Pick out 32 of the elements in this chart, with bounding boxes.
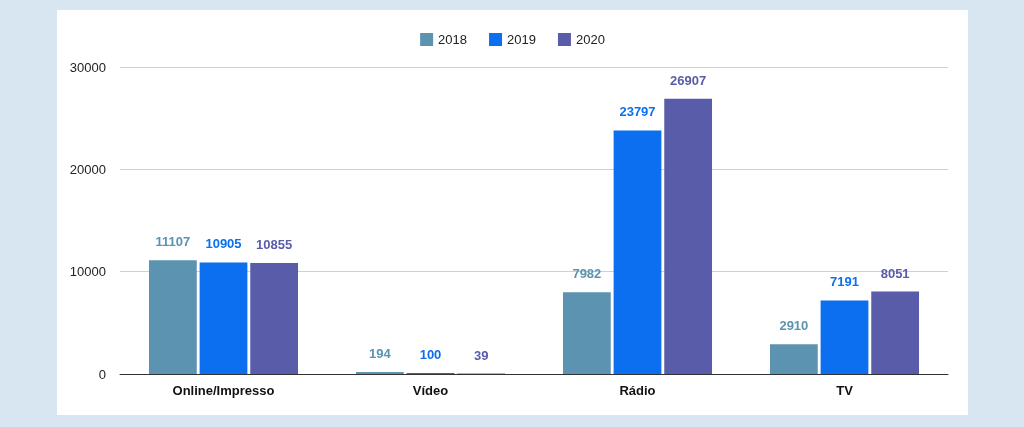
data-label: 39 [473, 347, 489, 363]
bar [199, 262, 248, 374]
bar [148, 260, 197, 374]
bar [562, 292, 611, 374]
bar [250, 262, 299, 374]
data-label: 11107 [155, 234, 191, 250]
data-label: 2910 [779, 318, 809, 334]
legend-label: 2018 [438, 32, 468, 47]
legend-label: 2020 [575, 32, 605, 47]
data-label: 8051 [880, 265, 910, 281]
data-label: 23797 [619, 104, 656, 120]
data-label: 194 [369, 346, 392, 362]
data-label: 10855 [256, 236, 293, 252]
x-tick-label: Online/Impresso [172, 383, 275, 398]
bar [664, 98, 713, 374]
y-tick-label: 0 [98, 366, 106, 382]
legend-label: 2019 [507, 32, 536, 47]
x-tick-label: TV [836, 383, 854, 398]
data-label: 7191 [830, 274, 859, 290]
bar [871, 291, 920, 374]
bar [613, 130, 662, 374]
y-tick-label: 30000 [69, 59, 106, 75]
y-tick-label: 10000 [69, 264, 106, 280]
bar [820, 300, 869, 374]
x-tick-label: Rádio [619, 383, 656, 398]
data-label: 100 [419, 346, 442, 362]
data-label: 26907 [670, 72, 707, 88]
bar [769, 344, 818, 374]
x-tick-label: Vídeo [412, 383, 449, 398]
data-label: 7982 [572, 266, 602, 282]
data-label: 10905 [205, 236, 242, 252]
y-tick-label: 20000 [69, 161, 106, 177]
